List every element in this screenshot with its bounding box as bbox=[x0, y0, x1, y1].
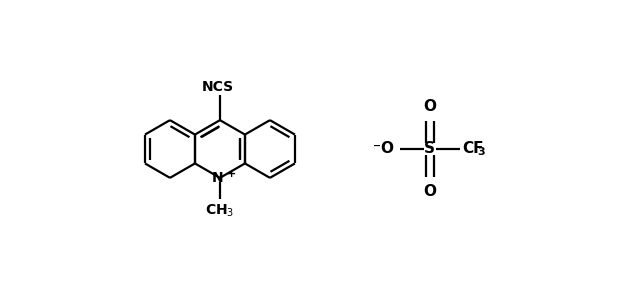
Text: CF: CF bbox=[462, 142, 484, 156]
Text: ⁻O: ⁻O bbox=[372, 141, 394, 156]
Text: O: O bbox=[423, 184, 436, 199]
Text: N: N bbox=[212, 171, 224, 185]
Text: 3: 3 bbox=[477, 147, 484, 157]
Text: S: S bbox=[424, 142, 435, 156]
Text: CH$_3$: CH$_3$ bbox=[205, 202, 235, 218]
Text: NCS: NCS bbox=[202, 80, 234, 94]
Text: O: O bbox=[423, 99, 436, 114]
Text: +: + bbox=[227, 169, 236, 179]
